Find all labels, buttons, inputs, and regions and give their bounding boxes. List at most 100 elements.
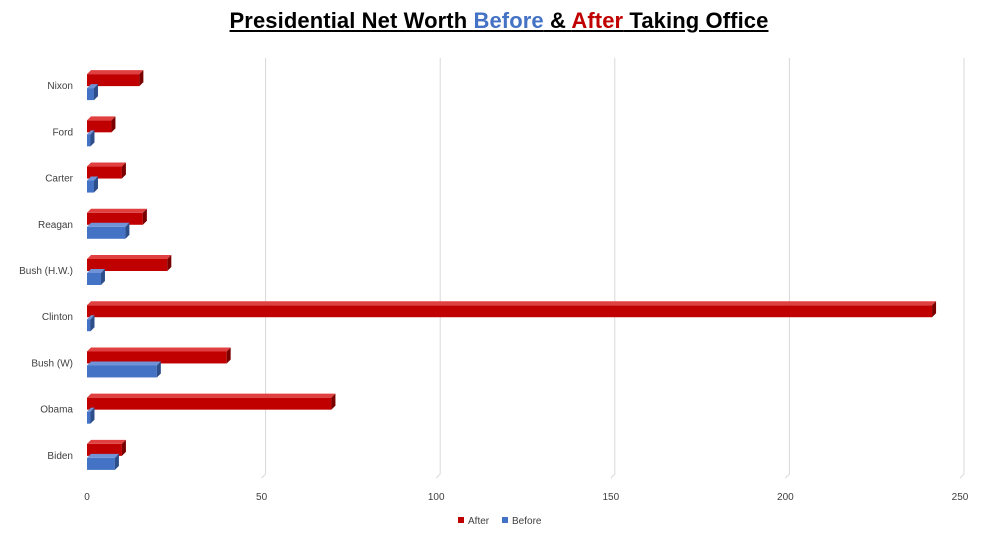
bar-after — [87, 116, 116, 133]
gridline-floor — [959, 473, 965, 479]
bar-after-side — [121, 439, 126, 456]
bar-after — [87, 393, 336, 410]
bar-after-front — [87, 166, 122, 179]
bar-after-front — [87, 74, 140, 87]
legend-swatch — [502, 517, 508, 523]
bar-before-side — [93, 176, 98, 193]
legend-swatch — [458, 517, 464, 523]
bar-before — [87, 453, 119, 470]
chart-title: Presidential Net Worth Before & After Ta… — [0, 8, 998, 34]
x-tick-label: 200 — [777, 492, 794, 503]
bar-after-front — [87, 443, 122, 456]
category-label: Clinton — [42, 312, 73, 323]
gridline-floor — [610, 473, 616, 479]
bar-before-side — [100, 269, 105, 285]
title-part1: Presidential Net Worth — [229, 8, 474, 33]
bar-after-side — [167, 255, 172, 271]
bar-before — [87, 407, 95, 424]
legend-label: After — [468, 516, 490, 527]
bar-after-front — [87, 351, 227, 364]
bar-before-front — [87, 319, 91, 332]
bar-before-side — [90, 130, 95, 147]
title-after-word: After — [571, 8, 624, 33]
category-label: Bush (W) — [31, 358, 73, 369]
category-label: Obama — [40, 405, 73, 416]
bar-after-side — [331, 393, 336, 410]
bar-before — [87, 361, 161, 378]
bar-before-side — [90, 407, 95, 424]
bar-after-side — [932, 301, 937, 318]
bar-before-top — [87, 84, 98, 89]
bar-before-top — [87, 361, 161, 366]
bar-before — [87, 269, 105, 285]
bar-before-top — [87, 407, 95, 412]
bar-after-front — [87, 259, 168, 271]
bar-before-front — [87, 88, 94, 101]
bar-after — [87, 208, 147, 225]
bar-before — [87, 130, 95, 147]
bar-before — [87, 84, 98, 101]
bar-before — [87, 222, 130, 239]
gridlines — [261, 58, 965, 479]
title-part3: Taking Office — [623, 8, 769, 33]
bar-after-top — [87, 116, 116, 121]
bar-after-top — [87, 393, 336, 398]
bar-after-side — [121, 162, 126, 179]
bar-after-front — [87, 120, 112, 133]
bar-after — [87, 162, 126, 179]
bar-after — [87, 255, 172, 271]
category-label: Biden — [47, 451, 73, 462]
bar-before-front — [87, 180, 94, 193]
gridline-floor — [785, 473, 790, 479]
x-tick-label: 150 — [602, 492, 619, 503]
x-tick-label: 250 — [952, 492, 969, 503]
bar-after-side — [139, 70, 144, 87]
x-tick-label: 100 — [428, 492, 445, 503]
bar-before-front — [87, 226, 126, 239]
bar-after-top — [87, 439, 126, 444]
bar-before-top — [87, 269, 105, 273]
bar-before-top — [87, 176, 98, 181]
bar-before-side — [156, 361, 161, 378]
category-label: Bush (H.W.) — [19, 266, 73, 277]
bar-after-top — [87, 70, 144, 75]
bar-before-front — [87, 273, 101, 285]
bar-after-side — [111, 116, 116, 133]
bar-before — [87, 315, 95, 332]
bar-after — [87, 301, 937, 318]
bar-after — [87, 347, 231, 364]
bar-after-top — [87, 347, 231, 352]
bar-before-side — [114, 453, 119, 470]
bar-after-front — [87, 212, 143, 225]
legend: After Before — [458, 516, 542, 527]
category-label: Carter — [45, 174, 73, 185]
bar-after-side — [226, 347, 231, 364]
bar-before-top — [87, 315, 95, 320]
x-tick-label: 50 — [256, 492, 268, 503]
x-tick-label: 0 — [84, 492, 90, 503]
bar-after — [87, 439, 126, 456]
bars — [87, 70, 937, 470]
bar-before-side — [93, 84, 98, 101]
bar-after-top — [87, 208, 147, 213]
bar-before-front — [87, 411, 91, 424]
bar-after-top — [87, 255, 172, 259]
bar-before-front — [87, 365, 157, 378]
title-before-word: Before — [473, 8, 544, 33]
x-tick-labels: 0 50 100 150 200 250 — [84, 492, 969, 503]
bar-before-side — [125, 222, 130, 239]
bar-before — [87, 176, 98, 193]
bar-after-side — [142, 208, 147, 225]
category-label: Reagan — [38, 220, 73, 231]
gridline-floor — [435, 473, 441, 479]
bar-after-top — [87, 301, 937, 306]
bar-before-front — [87, 134, 91, 147]
bar-before-top — [87, 222, 130, 227]
title-part2: & — [543, 8, 572, 33]
category-labels: Nixon Ford Carter Reagan Bush (H.W.) Clinton B… — [19, 81, 74, 462]
bar-before-top — [87, 453, 119, 458]
category-label: Ford — [52, 127, 73, 138]
bar-before-top — [87, 130, 95, 135]
bar-after — [87, 70, 144, 87]
